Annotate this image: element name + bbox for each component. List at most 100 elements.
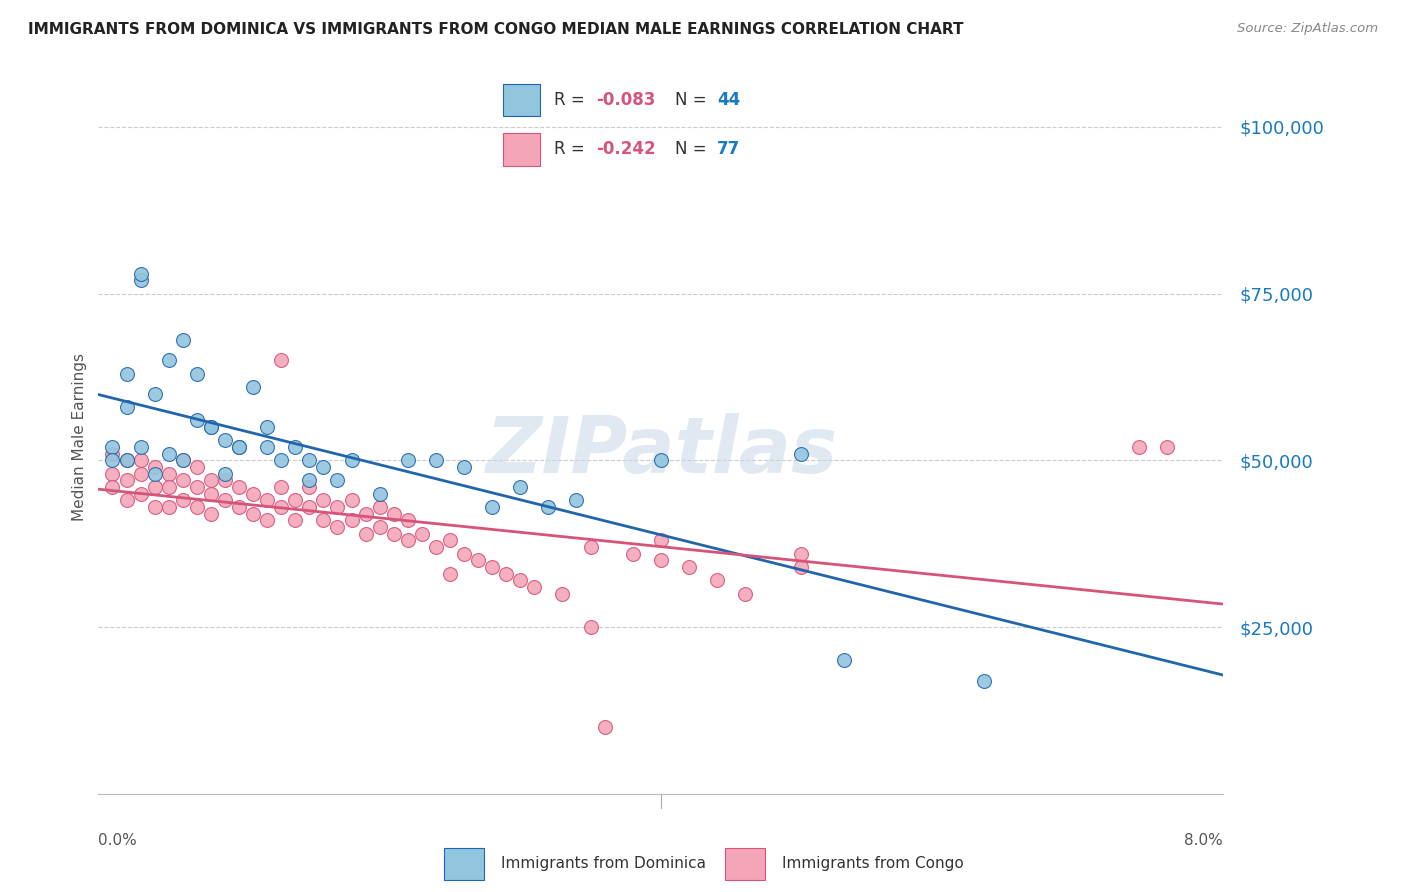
- Point: [298, 480, 321, 494]
- Point: [650, 553, 672, 567]
- Point: [1128, 440, 1150, 454]
- Point: [186, 500, 208, 515]
- Point: [200, 420, 222, 434]
- FancyBboxPatch shape: [503, 84, 540, 116]
- Point: [523, 580, 546, 594]
- Point: [396, 533, 419, 548]
- Point: [368, 487, 391, 501]
- Point: [678, 560, 700, 574]
- Point: [565, 493, 588, 508]
- Point: [284, 493, 307, 508]
- Point: [172, 453, 194, 467]
- Point: [790, 560, 813, 574]
- Point: [115, 453, 138, 467]
- Point: [382, 526, 405, 541]
- Point: [579, 540, 602, 554]
- Point: [284, 513, 307, 527]
- Point: [396, 513, 419, 527]
- Point: [354, 507, 377, 521]
- FancyBboxPatch shape: [444, 848, 484, 880]
- Point: [495, 566, 517, 581]
- Point: [101, 467, 124, 481]
- Point: [453, 547, 475, 561]
- Point: [143, 500, 166, 515]
- Point: [551, 587, 574, 601]
- Point: [101, 480, 124, 494]
- Point: [129, 467, 152, 481]
- Point: [439, 533, 461, 548]
- Point: [242, 487, 264, 501]
- Point: [115, 400, 138, 414]
- Text: 44: 44: [717, 91, 741, 109]
- Point: [157, 480, 180, 494]
- Y-axis label: Median Male Earnings: Median Male Earnings: [72, 353, 87, 521]
- Point: [650, 533, 672, 548]
- Point: [481, 500, 503, 515]
- Point: [186, 460, 208, 475]
- Point: [214, 434, 236, 448]
- Text: R =: R =: [554, 141, 591, 159]
- Point: [973, 673, 995, 688]
- Point: [186, 413, 208, 427]
- Point: [172, 453, 194, 467]
- Point: [368, 500, 391, 515]
- Point: [1156, 440, 1178, 454]
- Text: Immigrants from Congo: Immigrants from Congo: [782, 855, 963, 871]
- Point: [453, 460, 475, 475]
- Point: [172, 493, 194, 508]
- Text: Immigrants from Dominica: Immigrants from Dominica: [501, 855, 706, 871]
- Point: [172, 474, 194, 488]
- Point: [228, 440, 250, 454]
- Point: [228, 440, 250, 454]
- Point: [298, 453, 321, 467]
- Point: [706, 574, 728, 588]
- Point: [832, 653, 855, 667]
- Point: [326, 474, 349, 488]
- Point: [509, 574, 531, 588]
- FancyBboxPatch shape: [503, 134, 540, 166]
- Point: [481, 560, 503, 574]
- Point: [270, 353, 292, 368]
- Point: [790, 547, 813, 561]
- Point: [129, 440, 152, 454]
- Point: [298, 474, 321, 488]
- Point: [340, 513, 363, 527]
- Point: [509, 480, 531, 494]
- Point: [382, 507, 405, 521]
- Point: [157, 467, 180, 481]
- Point: [396, 453, 419, 467]
- Point: [425, 453, 447, 467]
- Point: [101, 440, 124, 454]
- Point: [734, 587, 756, 601]
- Point: [186, 480, 208, 494]
- Point: [256, 440, 278, 454]
- Point: [256, 513, 278, 527]
- Point: [650, 453, 672, 467]
- Point: [200, 487, 222, 501]
- Point: [284, 440, 307, 454]
- Point: [214, 493, 236, 508]
- Point: [200, 420, 222, 434]
- Point: [157, 447, 180, 461]
- Point: [242, 380, 264, 394]
- Point: [354, 526, 377, 541]
- Text: -0.242: -0.242: [596, 141, 655, 159]
- Point: [326, 500, 349, 515]
- Point: [157, 353, 180, 368]
- Point: [326, 520, 349, 534]
- Point: [228, 480, 250, 494]
- Text: -0.083: -0.083: [596, 91, 655, 109]
- Point: [312, 493, 335, 508]
- Text: 8.0%: 8.0%: [1184, 833, 1223, 847]
- Point: [242, 507, 264, 521]
- Point: [425, 540, 447, 554]
- Point: [129, 453, 152, 467]
- Text: 0.0%: 0.0%: [98, 833, 138, 847]
- Point: [115, 453, 138, 467]
- Point: [790, 447, 813, 461]
- Point: [101, 453, 124, 467]
- Point: [101, 447, 124, 461]
- Point: [129, 273, 152, 287]
- Point: [200, 474, 222, 488]
- Point: [115, 493, 138, 508]
